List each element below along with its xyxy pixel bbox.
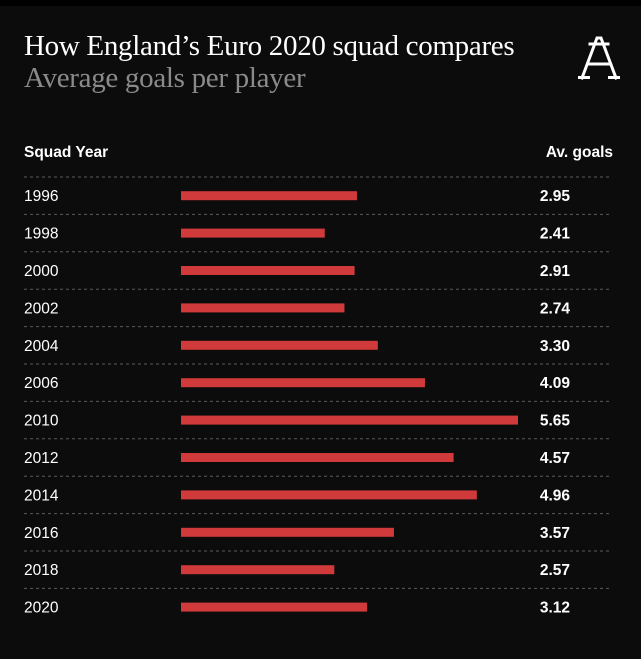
value-label: 5.65 (540, 413, 571, 430)
bar (181, 340, 378, 350)
bar (181, 415, 518, 425)
value-label: 4.96 (540, 487, 571, 504)
category-label: 2010 (24, 413, 59, 430)
bar (181, 453, 454, 462)
bar (181, 602, 368, 612)
bar (181, 303, 345, 313)
top-border (0, 0, 641, 6)
category-label: 2000 (24, 263, 59, 280)
chart-title: How England’s Euro 2020 squad compares (24, 30, 515, 62)
value-label: 3.30 (540, 338, 570, 355)
category-label: 2018 (24, 562, 58, 579)
value-label: 2.91 (540, 263, 571, 280)
category-label: 2014 (24, 487, 59, 504)
category-label: 2006 (24, 375, 58, 392)
bar (181, 490, 477, 500)
value-label: 2.57 (540, 562, 570, 579)
category-label: 2004 (24, 338, 59, 355)
value-label: 3.57 (540, 525, 570, 542)
bar (181, 266, 355, 275)
bar (181, 565, 335, 575)
column-heading-squad-year: Squad Year (24, 144, 109, 161)
category-label: 2020 (24, 600, 59, 617)
value-label: 4.09 (540, 375, 571, 392)
chart-subtitle: Average goals per player (24, 62, 306, 94)
value-label: 3.12 (540, 600, 570, 617)
bar (181, 228, 325, 238)
bar (181, 378, 425, 388)
bar (181, 191, 357, 201)
category-label: 2002 (24, 300, 58, 317)
value-label: 2.41 (540, 226, 571, 243)
category-label: 1998 (24, 226, 58, 243)
category-label: 2012 (24, 450, 58, 467)
value-label: 2.95 (540, 188, 571, 205)
category-label: 2016 (24, 525, 58, 542)
column-heading-average-goals: Av. goals (545, 144, 613, 161)
value-label: 2.74 (540, 300, 571, 317)
athletic-a-logo-icon (578, 36, 620, 80)
value-label: 4.57 (540, 450, 570, 467)
bar (181, 527, 394, 537)
category-label: 1996 (24, 188, 58, 205)
